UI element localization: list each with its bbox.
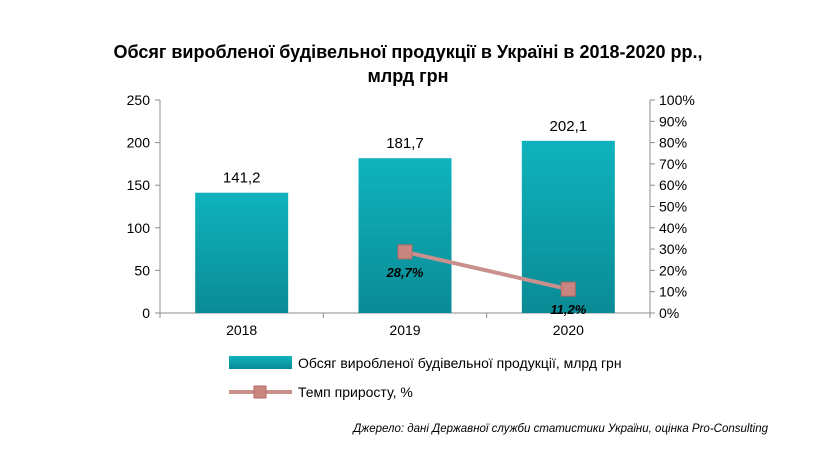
bar-value-label: 202,1 (550, 118, 588, 135)
growth-rate-point (560, 281, 576, 297)
right-tick-label: 40% (659, 220, 687, 236)
legend-line-label: Темп приросту, % (298, 384, 413, 400)
bar (195, 192, 289, 313)
growth-rate-label: 11,2% (550, 302, 586, 317)
legend-bar-swatch (229, 356, 292, 369)
right-tick-label: 100% (659, 92, 695, 108)
bar-value-label: 181,7 (386, 135, 424, 152)
legend-line-marker (253, 385, 267, 399)
right-tick-label: 10% (659, 284, 687, 300)
legend-bar-label: Обсяг виробленої будівельної продукції, … (298, 355, 622, 371)
left-tick-label: 100 (127, 220, 151, 236)
right-tick-label: 60% (659, 177, 687, 193)
chart-title-line-1: Обсяг виробленої будівельної продукції в… (113, 42, 703, 62)
right-tick-label: 0% (659, 305, 679, 321)
source-note: Джерело: дані Державної служби статистик… (353, 423, 768, 435)
chart-title-line-2: млрд грн (367, 66, 449, 86)
left-tick-label: 250 (127, 92, 151, 108)
right-tick-label: 20% (659, 262, 687, 278)
growth-rate-point (397, 244, 413, 260)
left-tick-label: 0 (142, 305, 150, 321)
x-tick-label: 2019 (389, 322, 420, 338)
right-tick-label: 90% (659, 113, 687, 129)
growth-rate-line (404, 249, 569, 292)
left-tick-label: 150 (127, 177, 151, 193)
right-tick-label: 80% (659, 135, 687, 151)
right-tick-label: 50% (659, 199, 687, 215)
chart-title: Обсяг виробленої будівельної продукції в… (0, 40, 816, 88)
right-tick-label: 30% (659, 241, 687, 257)
left-tick-label: 50 (134, 262, 150, 278)
left-tick-label: 200 (127, 135, 151, 151)
x-tick-label: 2020 (553, 322, 584, 338)
bar (358, 158, 452, 313)
x-tick-label: 2018 (226, 322, 257, 338)
growth-rate-label: 28,7% (386, 265, 424, 280)
bar-value-label: 141,2 (223, 170, 261, 187)
right-tick-label: 70% (659, 156, 687, 172)
